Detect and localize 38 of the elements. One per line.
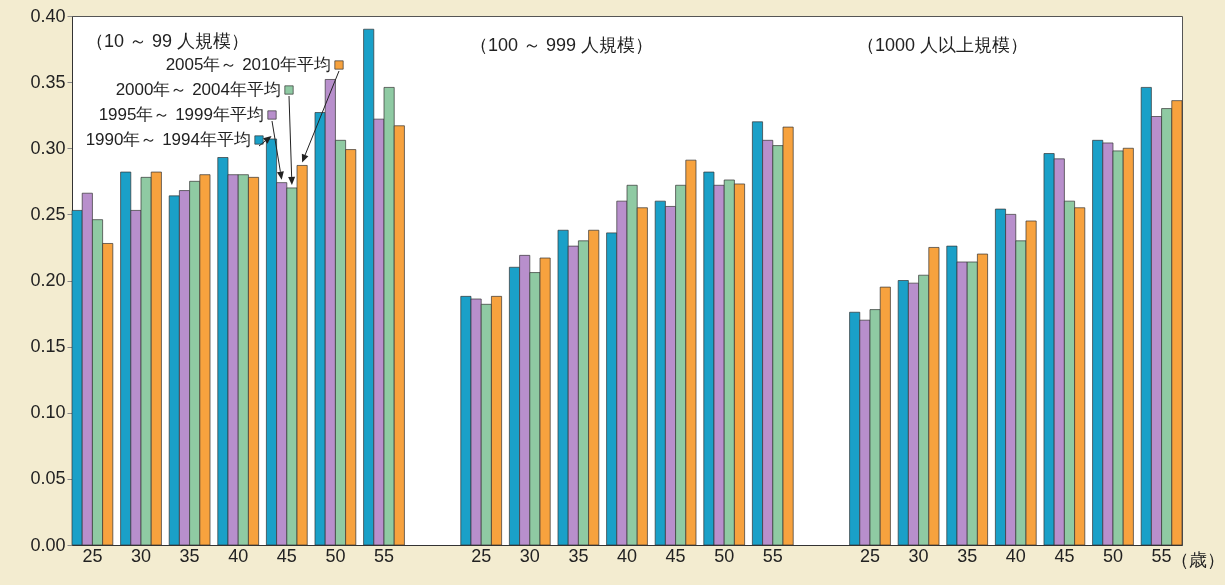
- y-tick-label: 0.15: [30, 336, 66, 357]
- y-tick-label: 0.25: [30, 203, 66, 224]
- x-tick-label: 30: [130, 545, 152, 566]
- x-tick-label: 50: [1102, 545, 1124, 566]
- annotation: （1000 人以上規模）: [857, 35, 1029, 55]
- x-tick-label: 40: [616, 545, 638, 566]
- x-tick-label: 55: [762, 545, 783, 566]
- y-tick-label: 0.10: [30, 402, 66, 423]
- x-tick-label: 45: [665, 545, 686, 566]
- x-tick-label: 35: [179, 545, 200, 566]
- x-tick-label: 25: [82, 545, 103, 566]
- y-tick-label: 0.40: [30, 5, 66, 26]
- annotation: （10 ～ 99 人規模）: [86, 31, 250, 51]
- x-tick-label: 45: [1054, 545, 1075, 566]
- x-axis-title: （歳）: [1170, 549, 1225, 570]
- x-tick-label: 40: [1005, 545, 1026, 566]
- legend-label: 1995年～ 1999年平均: [98, 105, 264, 124]
- y-tick-label: 0.35: [30, 71, 66, 92]
- legend-label: 2000年～ 2004年平均: [115, 80, 281, 99]
- x-tick-label: 55: [1151, 545, 1172, 566]
- x-tick-label: 45: [276, 545, 297, 566]
- y-tick-label: 0.30: [30, 137, 66, 158]
- x-tick-label: 25: [859, 545, 881, 566]
- x-tick-label: 25: [471, 545, 492, 566]
- y-tick-label: 0.05: [30, 468, 66, 489]
- x-tick-label: 30: [908, 545, 929, 566]
- x-tick-label: 35: [568, 545, 589, 566]
- y-tick-label: 0.00: [30, 534, 66, 555]
- x-tick-label: 55: [373, 545, 395, 566]
- x-tick-label: 50: [325, 545, 346, 566]
- annotation: （100 ～ 999 人規模）: [470, 35, 654, 55]
- x-tick-label: 40: [228, 545, 249, 566]
- legend-label: 2005年～ 2010年平均: [165, 55, 331, 74]
- x-tick-label: 50: [714, 545, 735, 566]
- x-tick-label: 35: [957, 545, 978, 566]
- legend-label: 1990年～ 1994年平均: [85, 130, 251, 149]
- x-tick-label: 30: [519, 545, 540, 566]
- y-tick-label: 0.20: [30, 270, 66, 290]
